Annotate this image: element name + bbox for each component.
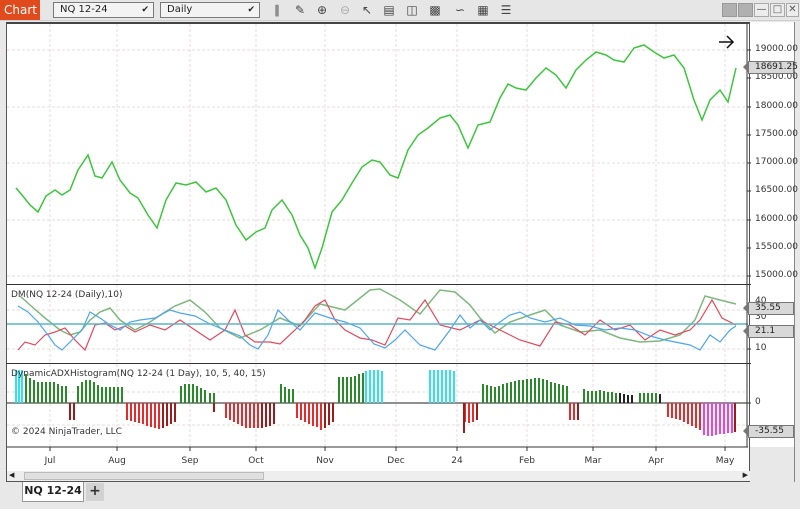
- x-axis-label: Dec: [387, 456, 405, 466]
- x-axis-label: May: [715, 456, 735, 466]
- strategies-icon[interactable]: ∽: [454, 3, 466, 17]
- x-axis-label: Nov: [316, 456, 334, 466]
- dm-indicator-label[interactable]: DM(NQ 12-24 (Daily),10): [11, 290, 123, 300]
- x-axis-label: Apr: [648, 456, 664, 466]
- price-tick: 16000.00: [755, 214, 798, 224]
- zoom-out-icon[interactable]: ⊖: [339, 3, 351, 17]
- instrument-selector[interactable]: NQ 12-24 ✔: [53, 2, 154, 18]
- scroll-left-icon[interactable]: ◀: [9, 471, 15, 479]
- panel-divider[interactable]: [6, 284, 751, 285]
- x-axis-label: Jul: [44, 456, 56, 466]
- price-tick: 18000.00: [755, 101, 798, 111]
- adx-value-marker: 35.55: [743, 302, 794, 315]
- x-axis-label: Feb: [519, 456, 535, 466]
- minimize-icon[interactable]: —: [754, 3, 769, 17]
- indicators-icon[interactable]: ▩: [429, 3, 441, 17]
- tab-nq-12-24[interactable]: NQ 12-24: [22, 482, 84, 502]
- histogram-value-marker: -35.55: [743, 425, 794, 438]
- price-tick: 15500.00: [755, 242, 798, 252]
- properties-icon[interactable]: ☰: [500, 3, 512, 17]
- price-tick: 18500.00: [755, 72, 798, 82]
- x-axis-label: Aug: [108, 456, 126, 466]
- last-price-marker: 18691.25: [743, 61, 798, 74]
- drawing-tool-icon[interactable]: ✎: [294, 3, 306, 17]
- copyright-text: © 2024 NinjaTrader, LLC: [11, 427, 122, 437]
- zoom-in-icon[interactable]: ⊕: [316, 3, 328, 17]
- price-tick: 19000.00: [755, 44, 798, 54]
- data-box-icon[interactable]: ▤: [383, 3, 395, 17]
- dm-tick: 30: [755, 312, 767, 322]
- scroll-right-icon[interactable]: ▶: [742, 471, 748, 479]
- close-icon[interactable]: ✕: [786, 3, 799, 17]
- x-axis-label: Mar: [584, 456, 602, 466]
- horizontal-scrollbar[interactable]: ◀ ▶: [7, 471, 750, 481]
- chevron-down-icon: ✔: [247, 5, 255, 15]
- link-icon[interactable]: [738, 3, 753, 17]
- chevron-down-icon: ✔: [141, 5, 149, 15]
- price-tick: 15000.00: [755, 270, 798, 280]
- templates-icon[interactable]: ▦: [477, 3, 489, 17]
- price-tick: 16500.00: [755, 185, 798, 195]
- title-bar: Chart NQ 12-24 ✔ Daily ✔ ∥ ✎ ⊕ ⊖ ↖ ▤ ◫ ▩…: [0, 0, 800, 21]
- x-axis-label: Oct: [248, 456, 264, 466]
- dm-tick: 40: [755, 296, 767, 306]
- tab-bar: NQ 12-24 +: [6, 482, 750, 504]
- scroll-to-latest-arrow-icon: [719, 35, 735, 49]
- panel-divider[interactable]: [6, 363, 751, 364]
- app-title: Chart: [0, 0, 40, 20]
- price-tick: 17500.00: [755, 129, 798, 139]
- pin-icon[interactable]: [722, 3, 737, 17]
- price-tick: 17000.00: [755, 157, 798, 167]
- bar-type-icon[interactable]: ∥: [274, 3, 280, 17]
- interval-selector[interactable]: Daily ✔: [160, 2, 260, 18]
- interval-value: Daily: [167, 4, 193, 15]
- maximize-icon[interactable]: □: [770, 3, 785, 17]
- chart-trader-icon[interactable]: ◫: [406, 3, 418, 17]
- x-axis-label: Sep: [181, 456, 199, 466]
- level-value-marker: 21.1: [743, 325, 794, 338]
- instrument-value: NQ 12-24: [60, 4, 108, 15]
- x-axis-label: 24: [451, 456, 463, 466]
- add-tab-button[interactable]: +: [86, 483, 104, 501]
- axis-border: [794, 22, 795, 482]
- scroll-thumb[interactable]: [24, 472, 264, 480]
- histogram-tick: 0: [755, 397, 761, 407]
- histogram-indicator-label[interactable]: DynamicADXHistogram(NQ 12-24 (1 Day), 10…: [11, 369, 266, 379]
- pointer-icon[interactable]: ↖: [361, 3, 373, 17]
- price-axis[interactable]: [750, 22, 794, 447]
- dm-tick: 10: [755, 343, 767, 353]
